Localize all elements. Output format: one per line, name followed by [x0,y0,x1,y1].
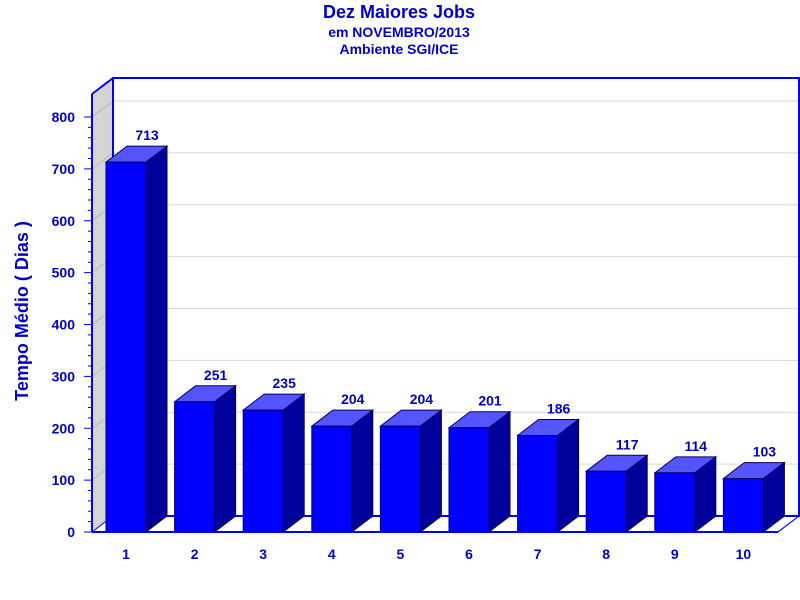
bar [654,472,696,533]
data-label: 204 [341,391,365,407]
bar-side [557,418,580,534]
y-tick-label: 200 [52,420,76,436]
chart-title: Dez Maiores Jobs [323,2,475,22]
data-label: 713 [135,127,159,143]
data-label: 201 [478,393,502,409]
data-label: 186 [547,401,571,417]
frame-edge [777,515,800,533]
x-tick-label: 4 [328,546,336,562]
bar [722,478,764,533]
bar-side [282,393,305,534]
data-label: 235 [273,375,297,391]
data-label: 117 [616,436,639,452]
x-tick-label: 3 [259,546,267,562]
y-tick-label: 400 [52,317,76,333]
x-tick-label: 9 [671,546,679,562]
x-tick-label: 6 [465,546,473,562]
y-tick-label: 300 [52,368,76,384]
bar-side [351,409,374,534]
y-tick-label: 800 [52,109,76,125]
bar [517,435,559,533]
bar-side [214,384,237,534]
y-tick-label: 100 [52,472,76,488]
y-tick-label: 700 [52,161,76,177]
gridline-wall [91,100,114,118]
x-tick-label: 10 [736,546,752,562]
gridline-wall [91,152,114,170]
x-tick-label: 8 [602,546,610,562]
plot-area: 0 100 200 300 400 500 600 700 800 713 1 251 2 235 3 204… [52,77,800,562]
y-tick-label: 600 [52,213,76,229]
data-label: 114 [685,438,708,454]
chart-subtitle-1: em NOVEMBRO/2013 [328,24,470,40]
bar [105,161,147,533]
bar [379,425,421,533]
y-tick-label: 500 [52,265,76,281]
y-tick-label: 0 [67,524,75,540]
y-axis-title: Tempo Médio ( Dias ) [12,221,32,401]
bar [242,409,284,533]
data-label: 204 [410,391,434,407]
x-tick-label: 7 [534,546,542,562]
frame-edge [91,77,114,95]
bar-side [145,145,168,534]
bar-side [419,409,442,534]
data-label: 251 [204,367,228,383]
data-label: 103 [753,444,777,460]
bar [311,425,353,533]
bar [448,427,490,533]
x-tick-label: 2 [191,546,199,562]
chart-subtitle-2: Ambiente SGI/ICE [339,41,458,57]
bar [585,470,627,533]
bar-side [488,410,511,534]
bar [174,401,216,533]
x-tick-label: 5 [397,546,405,562]
x-tick-label: 1 [122,546,130,562]
